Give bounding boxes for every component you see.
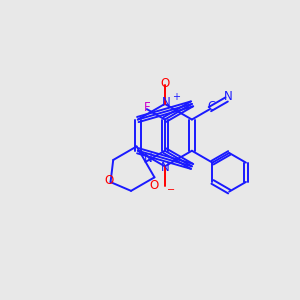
Text: −: − [167,185,175,195]
Text: +: + [172,92,180,102]
Text: N: N [160,161,169,174]
Text: O: O [104,174,114,187]
Text: O: O [160,76,170,90]
Text: O: O [150,179,159,192]
Text: N: N [224,90,233,103]
Text: N: N [144,152,153,165]
Text: C: C [207,100,215,113]
Text: F: F [143,101,150,114]
Text: N: N [162,96,171,109]
